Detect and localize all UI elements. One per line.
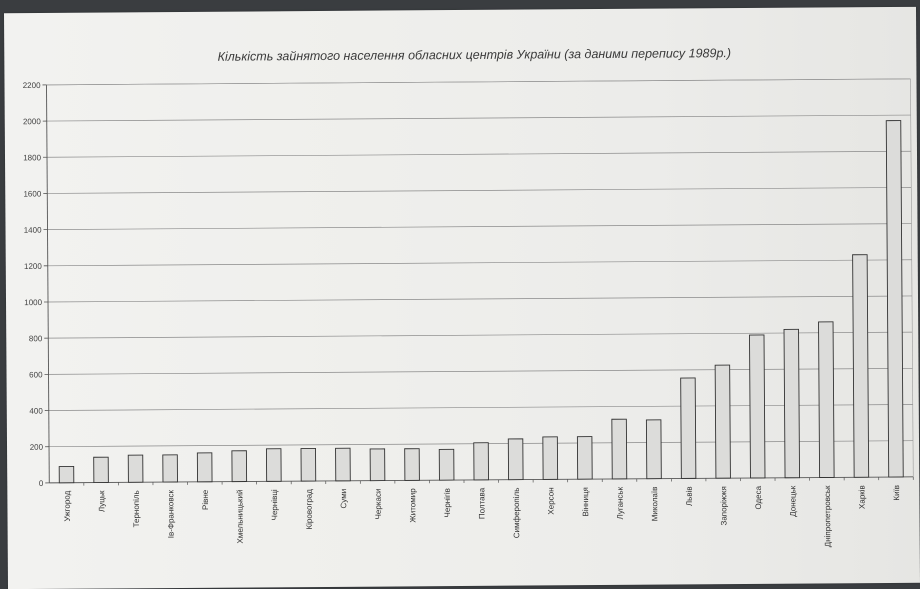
y-tick-label: 2200 [23,81,41,90]
x-tick-label: Кіровоград [305,489,314,530]
x-tick-label: Луганськ [616,486,625,519]
x-tick-label: Луцьк [97,490,106,512]
gridline [46,114,911,122]
bar-19 [680,377,697,479]
x-tick-label: Ужгород [63,490,72,521]
bars [58,120,904,484]
gridline [47,187,912,194]
bar-10 [369,448,386,482]
bar-18 [645,419,662,480]
x-tick-label: Чернігів [443,488,452,517]
bar-25 [885,120,904,478]
x-tick-label: Одеса [754,485,763,509]
x-tick-label: Львів [685,486,694,506]
x-tick-label: Чернівці [270,489,279,520]
x-tick-label: Ів-Франковск [166,490,175,539]
y-tick-label: 200 [30,443,44,452]
x-tick-label: Житомир [408,488,417,523]
y-tick-labels: 0 200 400 600 800 1000 1200 1400 1600 1800 2000 220… [23,81,44,488]
y-tick-label: 1200 [24,262,42,271]
bar-13 [473,442,489,481]
x-tick-label: Симферопіль [512,488,521,539]
bar-chart: 0 200 400 600 800 1000 1200 1400 1600 1800 2000 220… [23,78,914,547]
plot-border-right [910,78,914,477]
bar-23 [818,321,835,478]
gridline [48,295,912,303]
bar-2 [93,456,109,484]
gridline [47,223,912,230]
bar-20 [714,364,731,479]
x-tick-label: Черкаси [374,489,383,520]
y-tick-label: 1400 [24,226,42,235]
bar-8 [300,448,317,482]
bar-17 [611,418,628,480]
plot-border-top [46,78,911,86]
gridline [48,331,913,339]
bar-11 [404,448,420,481]
x-tick-label: Полтава [477,487,486,519]
bar-16 [576,436,593,480]
y-tick-label: 2000 [23,117,41,126]
bar-7 [265,448,282,482]
x-tick-label: Хмельницький [235,490,244,544]
bar-1 [58,465,75,484]
y-axis [46,84,50,483]
bar-3 [127,454,144,483]
bar-15 [542,436,559,480]
y-tick-label: 1600 [23,189,41,198]
x-tick-label: Київ [892,485,901,501]
x-tick-label: Дніпропетровськ [823,485,832,547]
y-tick-label: 1800 [23,153,41,162]
bar-5 [196,452,213,483]
bar-9 [335,447,351,482]
bar-4 [162,454,178,483]
x-tick-label: Миколаїв [650,487,659,522]
y-tick-label: 0 [39,479,44,488]
x-tick-label: Херсон [546,487,555,514]
x-tick-labels: Ужгород Луцьк Тернопіль Ів-Франковск Рівне Хм… [63,485,902,547]
x-tick-label: Запоріжжя [719,486,728,525]
x-tick-label: Рівне [201,489,210,510]
x-tick-label: Харків [857,485,866,509]
x-tick-label: Донецьк [788,485,797,517]
x-tick-label: Суми [339,489,348,509]
bar-24 [852,254,870,478]
axes [42,78,914,486]
gridline [47,150,911,158]
bar-6 [231,450,248,483]
gridline [48,367,913,375]
y-tick-label: 600 [29,370,43,379]
gridlines [46,78,914,448]
x-tick-label: Тернопіль [132,490,141,527]
y-tick-label: 400 [29,407,43,416]
chart-paper: Кількість зайнятого населення обласних ц… [4,6,920,589]
gridline [47,259,912,267]
bar-14 [507,438,524,481]
bar-21 [749,334,766,479]
gridline [48,404,913,411]
bar-12 [438,448,455,481]
x-tick-label: Вінниця [581,487,590,516]
bar-22 [783,328,801,479]
y-tick-label: 800 [29,334,43,343]
y-tick-label: 1000 [24,298,42,307]
